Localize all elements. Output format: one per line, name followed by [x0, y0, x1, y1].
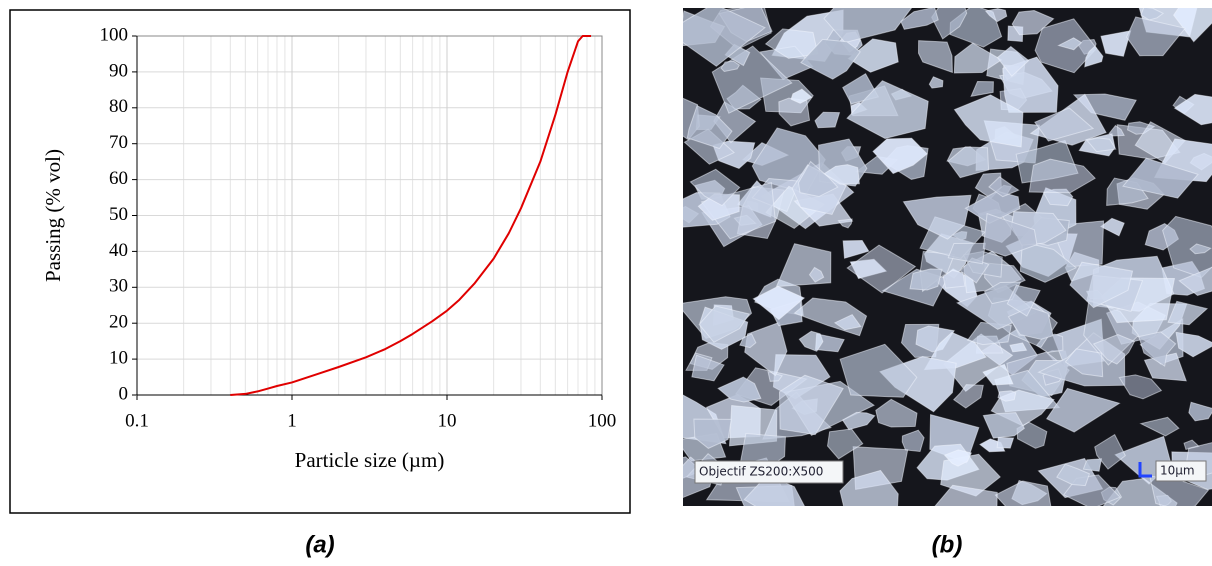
y-tick-label: 70: [109, 132, 128, 153]
y-tick-label: 30: [109, 276, 128, 297]
y-tick-label: 60: [109, 168, 128, 189]
x-axis-label: Particle size (µm): [295, 448, 445, 472]
y-tick-label: 90: [109, 60, 128, 81]
y-tick-label: 80: [109, 96, 128, 117]
y-tick-label: 50: [109, 204, 128, 225]
y-tick-label: 10: [109, 347, 128, 368]
chart-frame: [10, 10, 630, 513]
y-axis-label: Passing (% vol): [41, 149, 65, 282]
figure: 0 10 20 30 40 50 60 70 80 90 100 0.1 1 10 100 Particle …: [0, 0, 1212, 561]
x-tick-label: 0.1: [125, 410, 149, 431]
x-tick-label: 10: [438, 410, 457, 431]
x-tick-label: 100: [588, 410, 617, 431]
y-tick-label: 40: [109, 240, 128, 261]
y-tick-label: 20: [109, 312, 128, 333]
y-tick-label: 100: [100, 24, 129, 45]
caption: (a): [305, 531, 334, 558]
page: 0 10 20 30 40 50 60 70 80 90 100 0.1 1 10 100 Particle …: [0, 0, 1212, 561]
x-tick-label: 1: [287, 410, 297, 431]
overlay-label: Objectif ZS200:X500: [699, 465, 823, 479]
micrograph: Objectif ZS200:X500 10µm: [645, 0, 1212, 530]
crystal: [997, 437, 1013, 448]
y-tick-label: 0: [119, 383, 129, 404]
scale-bar-label: 10µm: [1160, 464, 1195, 478]
crystal: [1083, 459, 1101, 471]
caption: (b): [932, 531, 963, 558]
